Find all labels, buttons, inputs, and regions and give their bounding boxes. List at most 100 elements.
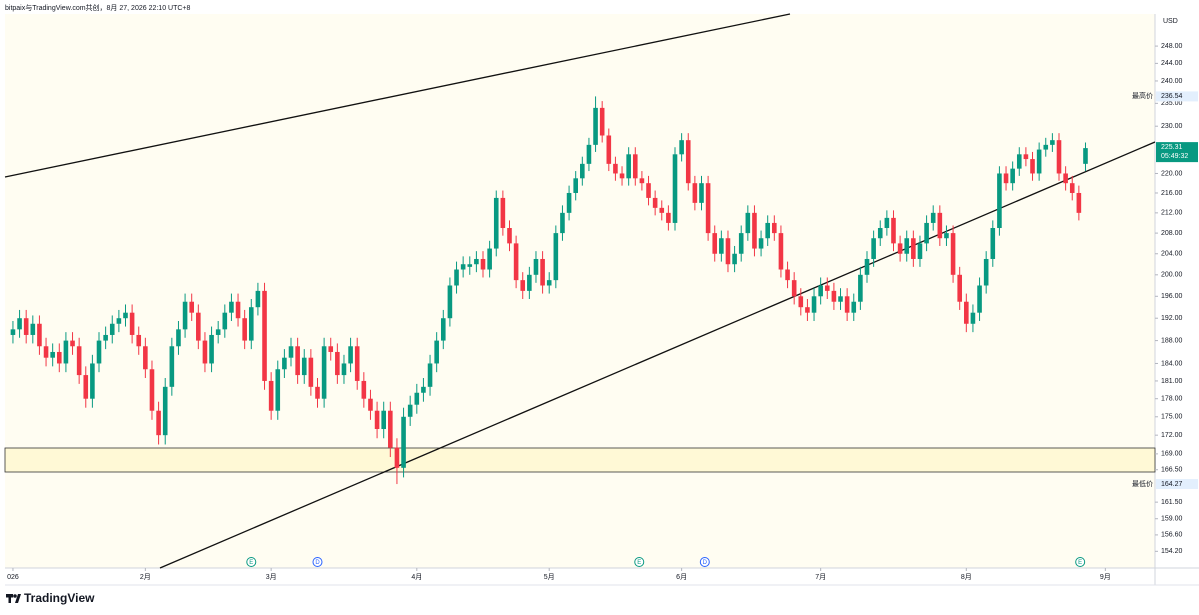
- candle-body: [752, 212, 757, 249]
- candle-body: [778, 233, 784, 270]
- candle-body: [202, 340, 208, 364]
- candle-body: [838, 296, 843, 302]
- candle-body: [593, 107, 598, 145]
- candle-body: [1083, 148, 1088, 164]
- x-tick-label: 7月: [815, 573, 826, 581]
- candle-body: [957, 274, 962, 302]
- y-tick-label: 178.00: [1161, 396, 1183, 403]
- candle-body: [374, 410, 380, 430]
- candle-body: [381, 410, 386, 430]
- candle-body: [1030, 159, 1035, 174]
- candle-body: [844, 296, 850, 313]
- candle-body: [871, 238, 876, 259]
- candle-body: [1076, 192, 1082, 213]
- event-label: D: [315, 560, 320, 566]
- candle-body: [43, 346, 49, 358]
- candle-body: [553, 233, 559, 281]
- candle-body: [1050, 140, 1055, 145]
- y-tick-label: 192.00: [1161, 315, 1183, 322]
- candle-body: [388, 410, 393, 448]
- candle-body: [17, 318, 22, 330]
- candle-body: [811, 296, 817, 313]
- candle-body: [37, 323, 42, 347]
- candle-body: [123, 312, 128, 319]
- candle-body: [944, 233, 949, 239]
- candle-body: [315, 386, 320, 399]
- candle-body: [520, 280, 526, 291]
- event-marker: [312, 557, 323, 567]
- candle-body: [712, 233, 718, 254]
- candle-body: [699, 183, 704, 203]
- candle-body: [474, 258, 479, 265]
- candle-body: [692, 183, 698, 203]
- candle-body: [513, 243, 519, 281]
- candle-body: [1043, 144, 1049, 150]
- candle-body: [229, 301, 234, 313]
- candle-body: [573, 178, 578, 193]
- candle-body: [30, 323, 36, 335]
- candle-body: [785, 269, 790, 281]
- candle-body: [619, 173, 625, 179]
- candle-body: [652, 197, 658, 208]
- candle-body: [268, 380, 274, 411]
- candle-body: [877, 228, 883, 239]
- candle-body: [666, 212, 671, 223]
- header: bitpaix与TradingView.com共创，8月 27, 2026 22…: [5, 3, 191, 12]
- y-tick-label: 196.00: [1161, 293, 1183, 300]
- countdown: 05:49:32: [1161, 153, 1188, 160]
- candle-body: [10, 329, 16, 335]
- candle-body: [613, 163, 618, 174]
- candle-body: [639, 178, 645, 184]
- candle-body: [772, 222, 777, 234]
- logo: [6, 594, 21, 603]
- candle-body: [149, 369, 155, 411]
- y-tick-label: 175.00: [1161, 414, 1183, 421]
- candle-body: [348, 346, 353, 364]
- candle-body: [950, 233, 956, 275]
- candle-body: [632, 154, 638, 179]
- y-tick-label: 172.00: [1161, 432, 1183, 439]
- y-tick-label: 169.00: [1161, 451, 1183, 458]
- candle-body: [705, 183, 711, 234]
- y-tick-label: 154.20: [1161, 548, 1183, 555]
- candle-body: [394, 447, 400, 468]
- candle-body: [533, 258, 539, 275]
- candle-body: [295, 346, 300, 376]
- candle-body: [209, 334, 214, 364]
- y-tick-label: 161.50: [1161, 499, 1183, 506]
- candle-body: [738, 233, 744, 254]
- candle-body: [454, 269, 459, 286]
- candle-body: [434, 340, 439, 364]
- price-caption: 最高价: [1132, 91, 1153, 100]
- candle-body: [116, 318, 122, 324]
- candle-body: [997, 173, 1002, 229]
- price-label-box: [1156, 91, 1198, 102]
- x-tick-label: 4月: [411, 573, 422, 581]
- y-tick-label: 181.00: [1161, 378, 1183, 385]
- price-label: 164.27: [1161, 481, 1183, 488]
- y-tick-label: 184.00: [1161, 360, 1183, 367]
- y-tick-label: 200.00: [1161, 272, 1183, 279]
- candle-body: [831, 290, 837, 302]
- y-tick-label: 248.00: [1161, 43, 1183, 50]
- candle-body: [725, 238, 731, 265]
- candle-body: [580, 163, 585, 179]
- candle-body: [884, 217, 890, 229]
- candle-body: [646, 183, 651, 198]
- candle-body: [606, 135, 612, 164]
- candle-body: [970, 312, 976, 324]
- candle-body: [507, 228, 512, 244]
- y-tick-label: 230.00: [1161, 123, 1183, 130]
- candle-body: [288, 346, 294, 358]
- y-tick-label: 159.00: [1161, 516, 1183, 523]
- candle-body: [421, 386, 426, 393]
- candle-body: [798, 296, 804, 308]
- candle-body: [162, 386, 168, 436]
- candle-body: [824, 285, 830, 291]
- candle-body: [156, 410, 161, 436]
- candle-body: [129, 312, 135, 335]
- candle-body: [977, 285, 982, 313]
- y-tick-label: 212.00: [1161, 210, 1183, 217]
- candle-body: [96, 340, 102, 364]
- candle-body: [1063, 173, 1068, 184]
